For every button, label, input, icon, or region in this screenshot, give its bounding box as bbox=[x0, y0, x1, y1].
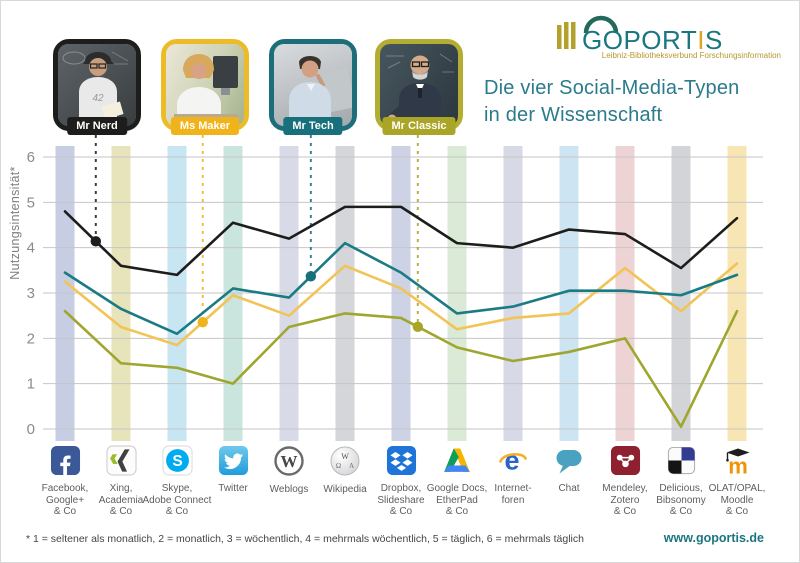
facebook-icon bbox=[50, 445, 80, 476]
category-mendeley: Mendeley, Zotero & Co bbox=[585, 445, 665, 518]
scale-footnote: * 1 = seltener als monatlich, 2 = monatl… bbox=[26, 533, 584, 545]
website-link[interactable]: www.goportis.de bbox=[663, 531, 764, 545]
mr-tech-illustration bbox=[289, 56, 352, 126]
mr-nerd-photo: 42 bbox=[58, 44, 136, 126]
google-drive-icon bbox=[444, 448, 470, 472]
mr-nerd-illustration: 42 bbox=[62, 51, 129, 126]
category-facebook: Facebook, Google+ & Co bbox=[25, 445, 105, 518]
ms-maker-photo bbox=[166, 44, 244, 126]
y-axis-title: Nutzungsintensität* bbox=[8, 166, 22, 280]
mr-tech-photo bbox=[274, 44, 352, 126]
persona-card-mr-tech: Mr Tech bbox=[269, 39, 357, 135]
y-tick-label: 5 bbox=[27, 194, 35, 211]
chat-bubble-icon bbox=[556, 450, 582, 474]
moodle-icon: m bbox=[726, 448, 750, 477]
category-label: Wikipedia bbox=[323, 484, 367, 495]
wikipedia-icon: W Ω A bbox=[330, 446, 360, 476]
goportis-logo: GOPORTIS bbox=[557, 9, 783, 60]
ms-maker-illustration bbox=[174, 54, 238, 126]
series-line-mr-classic bbox=[63, 309, 739, 429]
category-label: Google Docs, EtherPad & Co bbox=[426, 483, 488, 517]
category-gdrive: Google Docs, EtherPad & Co bbox=[417, 445, 497, 518]
dropbox-icon bbox=[386, 445, 416, 476]
category-skype: S Skype, Adobe Connect & Co bbox=[137, 445, 217, 518]
persona-tag-mr-classic: Mr Classic bbox=[382, 117, 456, 135]
category-wordpress: W Weblogs bbox=[249, 445, 329, 496]
svg-text:42: 42 bbox=[92, 93, 104, 104]
mendeley-icon bbox=[610, 445, 640, 476]
mr-classic-illustration bbox=[386, 53, 454, 126]
title-line-2: in der Wissenschaft bbox=[484, 104, 663, 126]
wordpress-icon: W bbox=[274, 446, 304, 476]
persona-tag-mr-tech: Mr Tech bbox=[283, 117, 343, 135]
persona-dot-mr-nerd bbox=[90, 236, 102, 247]
logo-arc-icon bbox=[583, 15, 619, 34]
series-line-mr-tech bbox=[63, 241, 739, 336]
twitter-icon bbox=[218, 445, 248, 476]
category-delicious: Delicious, Bibsonomy & Co bbox=[641, 445, 721, 518]
series-line-mr-nerd bbox=[63, 205, 739, 277]
persona-card-ms-maker: Ms Maker bbox=[161, 39, 249, 135]
mr-classic-photo bbox=[380, 44, 458, 126]
logo-subtitle: Leibniz-Bibliotheksverbund Forschungsinf… bbox=[601, 51, 781, 60]
y-tick-label: 2 bbox=[27, 330, 35, 347]
category-ie: e Internet-foren bbox=[473, 445, 553, 506]
svg-text:Ω: Ω bbox=[336, 462, 341, 470]
category-twitter: Twitter bbox=[193, 445, 273, 495]
category-label: Mendeley, Zotero & Co bbox=[602, 483, 648, 517]
category-label: Weblogs bbox=[269, 484, 309, 495]
logo-wordmark: GOPORTIS bbox=[582, 25, 723, 55]
persona-card-mr-nerd: 42 Mr Nerd bbox=[53, 39, 141, 135]
internet-explorer-icon: e bbox=[499, 446, 527, 476]
category-dropbox: Dropbox, Slideshare & Co bbox=[361, 445, 441, 518]
title-line-1: Die vier Social-Media-Typen bbox=[484, 77, 740, 99]
category-label: Chat bbox=[558, 483, 580, 494]
persona-card-mr-classic: Mr Classic bbox=[375, 39, 463, 135]
svg-text:A: A bbox=[349, 462, 354, 470]
svg-text:W: W bbox=[341, 452, 349, 461]
category-label: Internet-foren bbox=[494, 483, 532, 506]
category-moodle: m OLAT/OPAL, Moodle & Co bbox=[697, 445, 777, 518]
page-title: Die vier Social-Media-Typen in der Wisse… bbox=[484, 75, 740, 129]
y-tick-label: 6 bbox=[27, 149, 35, 166]
persona-dot-ms-maker bbox=[197, 316, 208, 328]
svg-text:S: S bbox=[172, 453, 182, 470]
y-tick-label: 3 bbox=[27, 285, 35, 302]
category-xing: Xing, Academia & Co bbox=[81, 445, 161, 518]
category-label: OLAT/OPAL, Moodle & Co bbox=[708, 483, 766, 517]
y-tick-label: 1 bbox=[27, 376, 35, 393]
category-label: Twitter bbox=[218, 483, 248, 494]
category-wikipedia: W Ω A Wikipedia bbox=[305, 445, 385, 496]
y-tick-label: 0 bbox=[27, 421, 35, 438]
category-label: Dropbox, Slideshare & Co bbox=[377, 483, 425, 517]
persona-tag-mr-nerd: Mr Nerd bbox=[67, 117, 127, 135]
category-chat: Chat bbox=[529, 445, 609, 495]
category-label: Facebook, Google+ & Co bbox=[41, 483, 89, 517]
category-label: Skype, Adobe Connect & Co bbox=[142, 483, 212, 517]
svg-text:m: m bbox=[728, 454, 748, 477]
skype-icon: S bbox=[161, 445, 193, 476]
x-axis: Facebook, Google+ & Co Xing, Academia & Co S… bbox=[1, 445, 799, 541]
y-tick-label: 4 bbox=[27, 240, 35, 257]
persona-tag-ms-maker: Ms Maker bbox=[170, 117, 240, 135]
category-label: Delicious, Bibsonomy & Co bbox=[656, 483, 706, 517]
svg-text:e: e bbox=[504, 446, 519, 476]
goportis-logo-mark: GOPORTIS bbox=[557, 15, 723, 55]
xing-icon bbox=[105, 445, 137, 476]
delicious-icon bbox=[667, 446, 695, 475]
category-label: Xing, Academia & Co bbox=[98, 483, 144, 517]
persona-dot-mr-tech bbox=[305, 271, 317, 282]
persona-dot-mr-classic bbox=[412, 321, 423, 332]
svg-text:W: W bbox=[281, 452, 298, 471]
series-line-ms-maker bbox=[63, 262, 739, 347]
